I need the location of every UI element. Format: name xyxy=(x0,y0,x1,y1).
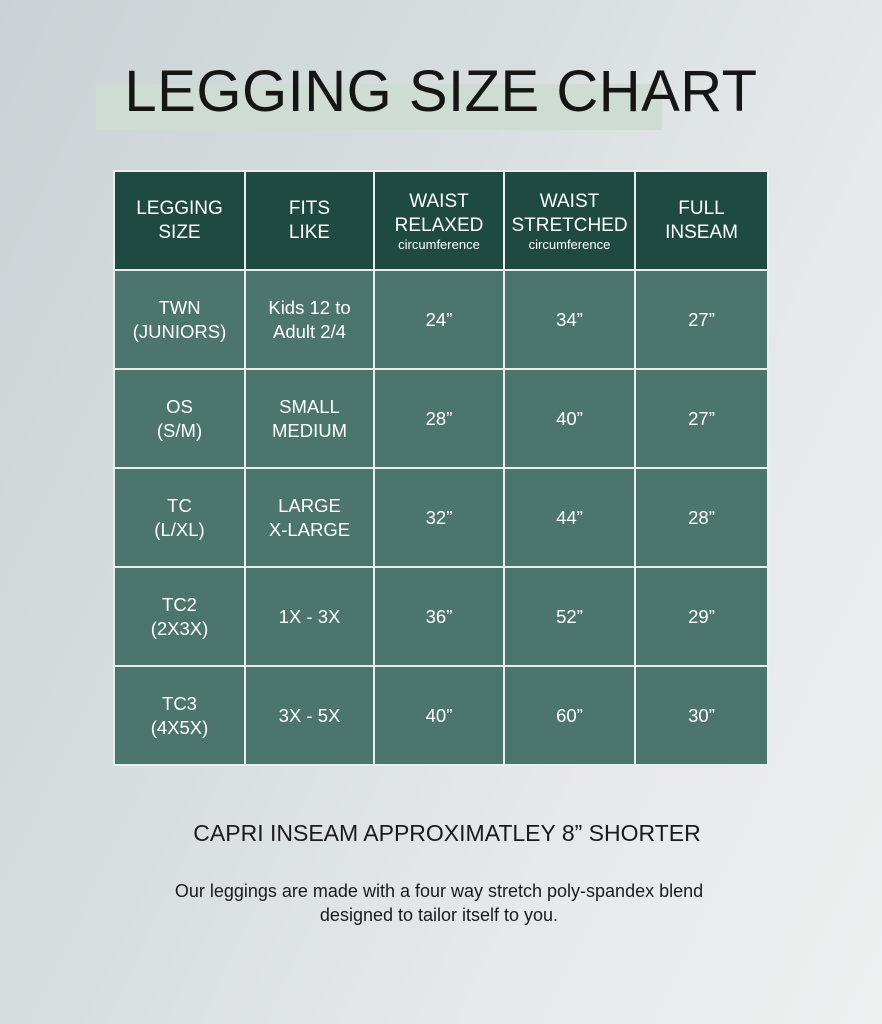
column-header: WAIST RELAXED circumference xyxy=(373,170,505,271)
size-cell-line: (4X5X) xyxy=(150,716,209,738)
size-cell: TC3 (4X5X) xyxy=(113,665,246,766)
inseam-cell: 27” xyxy=(634,368,769,469)
page-title: LEGGING SIZE CHART xyxy=(124,59,758,124)
size-cell-line: (2X3X) xyxy=(150,617,209,639)
waist-stretched-cell: 52” xyxy=(503,566,636,667)
waist-stretched-cell: 44” xyxy=(503,467,636,568)
waist-relaxed-cell: 24” xyxy=(373,269,505,370)
fits-like-cell-line: 1X - 3X xyxy=(278,605,341,627)
waist-relaxed-cell: 36” xyxy=(373,566,505,667)
size-cell-line: TWN xyxy=(158,296,201,318)
header-subtitle: circumference xyxy=(398,236,480,252)
header-line: LIKE xyxy=(288,221,331,243)
size-cell-line: (S/M) xyxy=(156,419,203,441)
size-cell-line: TC2 xyxy=(162,593,197,615)
description: Our leggings are made with a four way st… xyxy=(0,879,878,927)
header-subtitle: circumference xyxy=(528,236,611,252)
size-cell-line: OS xyxy=(166,395,193,417)
header-line: STRETCHED xyxy=(511,214,628,236)
fits-like-cell: 3X - 5X xyxy=(244,665,375,766)
size-cell: TC2 (2X3X) xyxy=(113,566,246,667)
table-row: TWN (JUNIORS) Kids 12 to Adult 2/4 24” 34” 27” xyxy=(113,269,769,370)
size-cell: TWN (JUNIORS) xyxy=(113,269,246,370)
header-line: WAIST xyxy=(409,190,469,212)
fits-like-cell-line: Kids 12 to xyxy=(268,296,351,318)
waist-stretched-cell: 40” xyxy=(503,368,636,469)
header-line: WAIST xyxy=(539,190,600,212)
fits-like-cell: 1X - 3X xyxy=(244,566,375,667)
size-cell: OS (S/M) xyxy=(113,368,246,469)
fits-like-cell: LARGE X-LARGE xyxy=(244,467,375,568)
fits-like-cell-line: X-LARGE xyxy=(268,518,351,540)
header-line: LEGGING xyxy=(136,197,223,219)
header-line: INSEAM xyxy=(665,221,738,243)
header-line: SIZE xyxy=(158,221,201,243)
waist-relaxed-cell: 28” xyxy=(373,368,505,469)
capri-note: CAPRI INSEAM APPROXIMATLEY 8” SHORTER xyxy=(193,820,701,846)
header-line: FULL xyxy=(678,197,725,219)
fits-like-cell-line: SMALL xyxy=(279,395,340,417)
waist-stretched-cell: 60” xyxy=(503,665,636,766)
header-line: FITS xyxy=(288,197,331,219)
column-header: FITS LIKE xyxy=(244,170,375,271)
header-line: RELAXED xyxy=(394,214,484,236)
waist-stretched-cell: 34” xyxy=(503,269,636,370)
inseam-cell: 29” xyxy=(634,566,769,667)
fits-like-cell-line: MEDIUM xyxy=(271,419,348,441)
fits-like-cell: Kids 12 to Adult 2/4 xyxy=(244,269,375,370)
table-row: TC3 (4X5X) 3X - 5X 40” 60” 30” xyxy=(113,665,769,766)
table-row: TC2 (2X3X) 1X - 3X 36” 52” 29” xyxy=(113,566,769,667)
inseam-cell: 30” xyxy=(634,665,769,766)
header-row: LEGGING SIZE FITS LIKE WAIST RELAXED circumfer… xyxy=(113,170,769,271)
title-highlight xyxy=(96,84,662,130)
table-row: TC (L/XL) LARGE X-LARGE 32” 44” 28” xyxy=(113,467,769,568)
size-cell: TC (L/XL) xyxy=(113,467,246,568)
waist-relaxed-cell: 40” xyxy=(373,665,505,766)
size-cell-line: (L/XL) xyxy=(154,518,205,540)
inseam-cell: 28” xyxy=(634,467,769,568)
column-header: LEGGING SIZE xyxy=(113,170,246,271)
fits-like-cell-line: Adult 2/4 xyxy=(272,320,347,342)
column-header: FULL INSEAM xyxy=(634,170,769,271)
column-header: WAIST STRETCHED circumference xyxy=(503,170,636,271)
size-cell-line: (JUNIORS) xyxy=(132,320,227,342)
table-row: OS (S/M) SMALL MEDIUM 28” 40” 27” xyxy=(113,368,769,469)
size-cell-line: TC xyxy=(167,494,192,516)
description-line: designed to tailor itself to you. xyxy=(319,905,559,925)
fits-like-cell-line: LARGE xyxy=(278,494,341,516)
fits-like-cell-line: 3X - 5X xyxy=(278,704,341,726)
fits-like-cell: SMALL MEDIUM xyxy=(244,368,375,469)
size-cell-line: TC3 xyxy=(162,692,197,714)
inseam-cell: 27” xyxy=(634,269,769,370)
description-line: Our leggings are made with a four way st… xyxy=(174,881,704,901)
waist-relaxed-cell: 32” xyxy=(373,467,505,568)
size-chart-table: LEGGING SIZE FITS LIKE WAIST RELAXED circumfer… xyxy=(113,170,769,766)
